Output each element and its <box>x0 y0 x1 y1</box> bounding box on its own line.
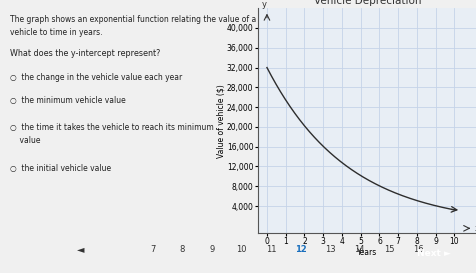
Title: Vehicle Depreciation: Vehicle Depreciation <box>313 0 420 6</box>
Text: ○  the time it takes the vehicle to reach its minimum: ○ the time it takes the vehicle to reach… <box>10 123 214 132</box>
Text: What does the y-intercept represent?: What does the y-intercept represent? <box>10 49 160 58</box>
Text: Next ►: Next ► <box>416 250 450 258</box>
Text: ○  the minimum vehicle value: ○ the minimum vehicle value <box>10 96 126 105</box>
Text: 13: 13 <box>324 245 335 254</box>
X-axis label: Years: Years <box>357 248 377 257</box>
Text: 15: 15 <box>383 245 394 254</box>
Text: ○  the change in the vehicle value each year: ○ the change in the vehicle value each y… <box>10 73 182 82</box>
Text: 12: 12 <box>294 245 306 254</box>
Text: 8: 8 <box>179 245 185 254</box>
Text: 16: 16 <box>413 245 423 254</box>
Text: vehicle to time in years.: vehicle to time in years. <box>10 28 103 37</box>
Text: ○  the initial vehicle value: ○ the initial vehicle value <box>10 164 111 173</box>
Text: y: y <box>261 0 266 9</box>
Text: 10: 10 <box>236 245 246 254</box>
Text: 14: 14 <box>354 245 364 254</box>
Text: x: x <box>474 224 476 233</box>
Text: 7: 7 <box>149 245 155 254</box>
Text: ◄: ◄ <box>77 244 85 254</box>
Y-axis label: Value of vehicle ($): Value of vehicle ($) <box>216 84 225 158</box>
Text: value: value <box>10 136 41 146</box>
Text: 9: 9 <box>208 245 214 254</box>
Text: The graph shows an exponential function relating the value of a: The graph shows an exponential function … <box>10 15 256 24</box>
Text: 11: 11 <box>265 245 276 254</box>
